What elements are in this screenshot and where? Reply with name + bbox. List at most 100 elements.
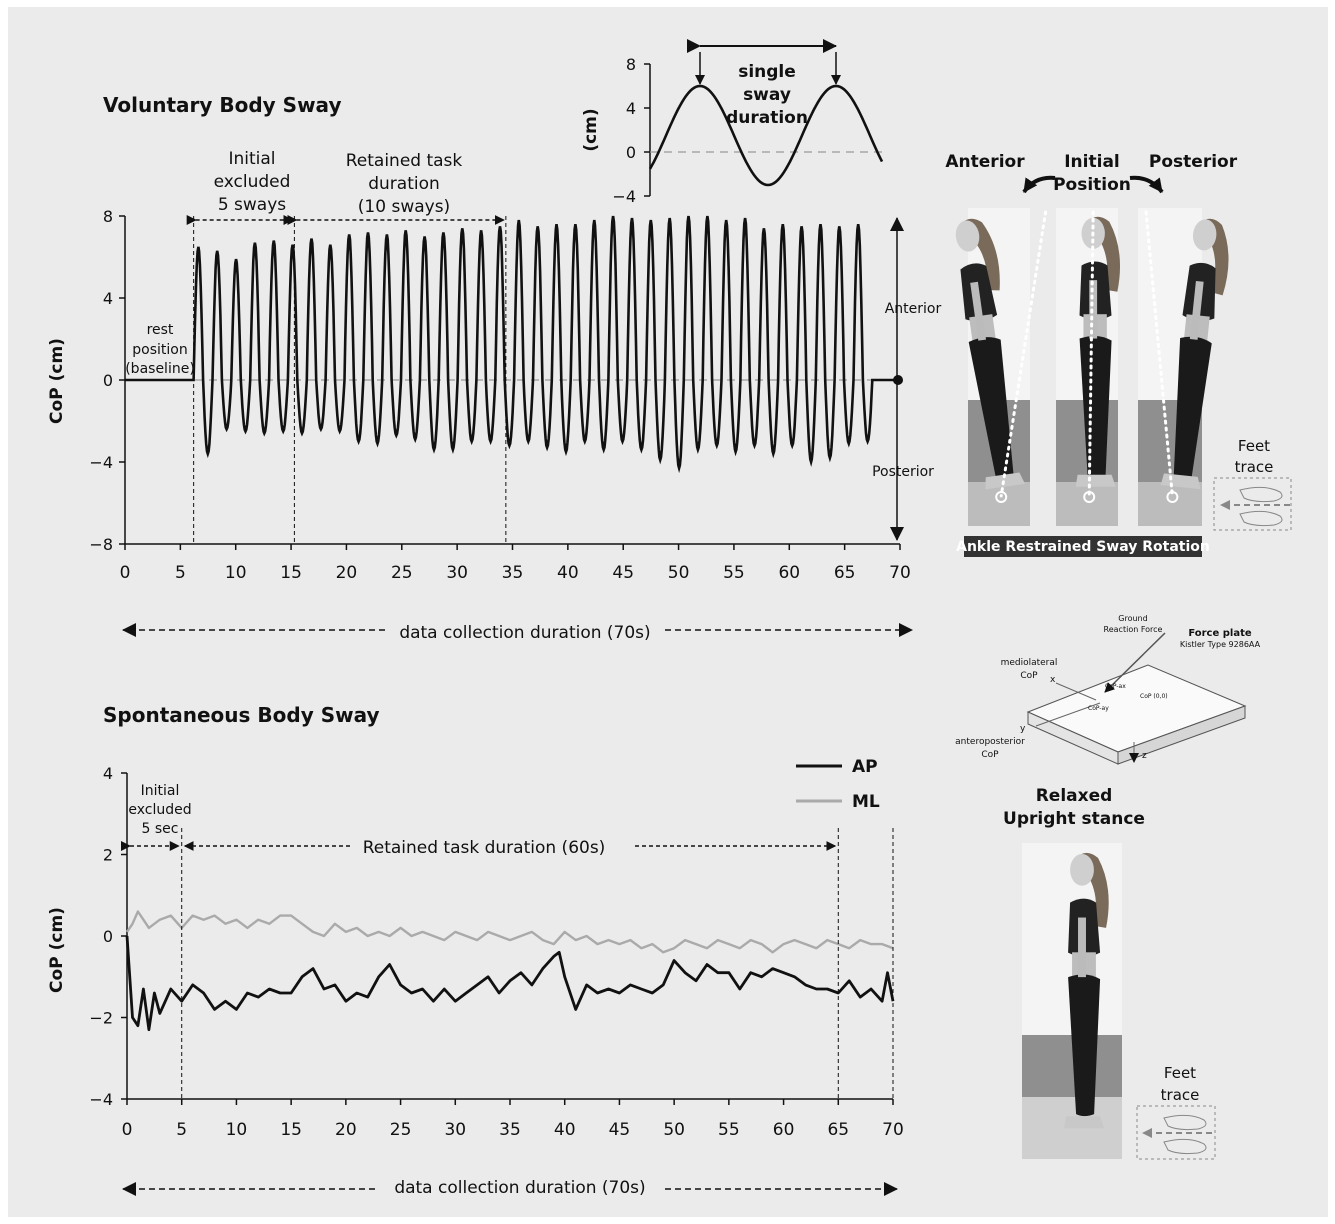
collection-duration-label-2: data collection duration (70s)	[394, 1178, 645, 1198]
x-tick-label: 65	[834, 563, 856, 583]
photo-posterior-ankle-marker	[1166, 491, 1179, 503]
x-tick-label: 5	[176, 1120, 187, 1140]
anterior-label: Anterior	[945, 152, 1025, 172]
photo-posterior-sway-line	[1144, 210, 1174, 498]
inset-axes: 8 4 0 −4	[612, 39, 884, 206]
spontaneous-sway-chart: Spontaneous Body Sway CoP (cm) 420−2−40 5…	[47, 703, 904, 1198]
hair	[1200, 218, 1229, 296]
cop-ax-label: CoP-ax	[1105, 683, 1126, 690]
sway-photos	[955, 208, 1229, 526]
anterior-arrow-icon	[1022, 175, 1056, 194]
y-tick-label: 0	[103, 927, 113, 946]
voluntary-sway-illustration: Anterior Initial Position Posterior Ankl…	[945, 152, 1292, 557]
feet	[1064, 1116, 1105, 1129]
x-tick-label: 60	[778, 563, 800, 583]
x-tick-label: 35	[502, 563, 524, 583]
x-tick-label: 10	[225, 563, 247, 583]
anterior-axis-label: Anterior	[885, 301, 942, 317]
initial-label-2: excluded	[214, 172, 291, 192]
inset-y-axis-label: (cm)	[581, 108, 601, 151]
retained-label-2: duration	[368, 174, 440, 194]
voluntary-cop-series	[125, 215, 900, 474]
relaxed-label-1: Relaxed	[1036, 786, 1113, 806]
inset-y-tick-label: 0	[626, 143, 636, 162]
spont-feet-trace-label-1: Feet	[1164, 1064, 1196, 1082]
x-tick-label: 60	[773, 1120, 795, 1140]
arm	[1189, 280, 1204, 340]
stance-person	[1064, 852, 1109, 1129]
spontaneous-y-axis-label: CoP (cm)	[47, 907, 67, 993]
x-tick-label: 20	[336, 563, 358, 583]
y-tick-label: −4	[89, 1090, 113, 1109]
x-tick-label: 15	[280, 1120, 302, 1140]
photo-initial-plate	[1056, 482, 1118, 526]
force-plate-diagram: Ground Reaction Force Force plate Kistle…	[955, 614, 1261, 765]
x-tick-label: 0	[120, 563, 131, 583]
y-tick-label: 8	[103, 207, 113, 226]
x-tick-label: 40	[557, 563, 579, 583]
y-tick-label: 2	[103, 846, 113, 865]
y-tick-label: −2	[89, 1009, 113, 1028]
x-tick-label: 0	[122, 1120, 133, 1140]
ap-series	[125, 935, 895, 1032]
hair	[1087, 216, 1121, 292]
x-tick-label: 40	[554, 1120, 576, 1140]
y-tick-label: 4	[103, 289, 113, 308]
x-tick-label: 50	[668, 563, 690, 583]
legs	[968, 337, 1014, 478]
x-tick-label: 25	[390, 1120, 412, 1140]
force-plate-subtitle: Kistler Type 9286AA	[1180, 640, 1261, 649]
x-tick-label: 25	[391, 563, 413, 583]
single-sway-inset: (cm) 8 4 0 −4 single sway duration	[581, 39, 884, 206]
ground-force-label-1: Ground	[1118, 614, 1147, 623]
feet	[1075, 474, 1116, 487]
spont-retained-label: Retained task duration (60s)	[363, 838, 606, 858]
spontaneous-axes: 420−2−40 5 10 15 20 25 30 35 40 45 50 55 60 65 70	[89, 764, 904, 1196]
y-tick-label: −4	[89, 453, 113, 472]
ml-label-2: CoP	[1020, 671, 1038, 681]
fp-x-label: x	[1050, 675, 1056, 685]
photo-initial-person	[1075, 216, 1121, 487]
spont-initial-label-1: Initial	[141, 783, 180, 799]
x-tick-label: 15	[280, 563, 302, 583]
posterior-axis-label: Posterior	[872, 464, 934, 480]
voluntary-sway-chart: Voluntary Body Sway CoP (cm) 840−4−80 5 10…	[47, 93, 941, 643]
fp-y-label: y	[1020, 724, 1026, 734]
inset-y-tick-label: −4	[612, 187, 636, 206]
spontaneous-legend: AP ML	[796, 757, 880, 812]
feet-trace-label-2: trace	[1235, 458, 1274, 476]
single-sway-label-2: sway	[743, 85, 791, 105]
spont-initial-label-2: excluded	[128, 802, 191, 818]
hair	[960, 218, 1000, 291]
photo-initial-sway-line	[1087, 210, 1095, 498]
legend-ap-label: AP	[852, 757, 878, 777]
relaxed-label-2: Upright stance	[1003, 809, 1145, 829]
x-tick-label: 55	[718, 1120, 740, 1140]
rest-label-3: (baseline)	[125, 361, 195, 377]
fp-z-label: z	[1142, 751, 1147, 761]
legs	[1068, 974, 1101, 1117]
cop-ay-label: CoP-ay	[1088, 705, 1109, 712]
rest-label-1: rest	[147, 322, 174, 338]
y-tick-label: −8	[89, 535, 113, 554]
inset-y-tick-label: 4	[626, 99, 636, 118]
photo-anterior-sway-line	[999, 210, 1048, 498]
spont-feet-trace-icon	[1136, 1105, 1216, 1160]
x-tick-label: 70	[889, 563, 911, 583]
spontaneous-stance-illustration: Relaxed Upright stance Feet trace	[1003, 786, 1216, 1160]
feet-trace-label-1: Feet	[1238, 437, 1270, 455]
legs	[1079, 335, 1112, 478]
feet-trace-icon	[1213, 477, 1292, 531]
x-tick-label: 50	[663, 1120, 685, 1140]
voluntary-chart-title: Voluntary Body Sway	[103, 93, 341, 117]
end-point-marker	[893, 375, 903, 385]
spont-feet-trace-label-2: trace	[1161, 1086, 1200, 1104]
inset-sine-series	[648, 84, 884, 187]
stance-photo	[1022, 843, 1122, 1159]
caption-bar	[964, 536, 1202, 557]
ankle-caption: Ankle Restrained Sway Rotation	[956, 539, 1210, 555]
legs	[1173, 336, 1212, 479]
initial-position-label-2: Position	[1053, 175, 1131, 195]
ap-label-1: anteroposterior	[955, 737, 1025, 747]
